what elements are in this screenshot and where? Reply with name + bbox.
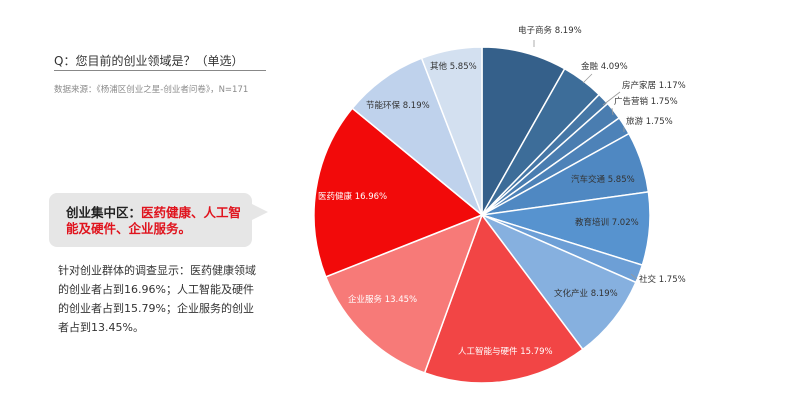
- title-divider: [54, 70, 266, 71]
- callout-prefix: 创业集中区：: [66, 205, 142, 220]
- slice-label-3: 广告营销 1.75%: [614, 96, 678, 107]
- slice-label-2: 房产家居 1.17%: [622, 80, 686, 91]
- slice-label-1: 金融 4.09%: [581, 61, 628, 72]
- callout-text: 创业集中区：医药健康、人工智能及硬件、企业服务。: [66, 205, 246, 237]
- slice-label-4: 旅游 1.75%: [626, 116, 673, 127]
- pie-slice-0: [481, 46, 566, 218]
- slice-label-7: 社交 1.75%: [639, 274, 686, 285]
- pie-slice-12: [351, 57, 484, 218]
- pie-slice-9: [423, 213, 584, 384]
- callout-box: 创业集中区：医药健康、人工智能及硬件、企业服务。: [49, 193, 268, 247]
- leader-line-2: [602, 91, 621, 106]
- pie-slice-11: [313, 107, 484, 278]
- slice-label-5: 汽车交通 5.85%: [571, 174, 635, 185]
- question-title: Q：您目前的创业领域是？（单选）: [54, 54, 244, 68]
- slice-label-13: 其他 5.85%: [430, 61, 477, 72]
- pie-slice-10: [324, 213, 484, 374]
- leader-line-7: [630, 273, 638, 280]
- leader-line-3: [611, 107, 614, 116]
- pie-slice-8: [479, 213, 637, 351]
- leader-line-1: [582, 73, 593, 84]
- description-text: 针对创业群体的调查显示：医药健康领域的创业者占到16.96%；人工智能及硬件的创…: [58, 264, 256, 334]
- callout-highlight: 医药健康、人工智能及硬件、企业服务。: [66, 205, 242, 236]
- slice-label-11: 医药健康 16.96%: [318, 191, 387, 202]
- pie-slice-13: [420, 46, 483, 216]
- slice-label-12: 节能环保 8.19%: [366, 100, 430, 111]
- slice-label-10: 企业服务 13.45%: [348, 294, 417, 305]
- slice-label-8: 文化产业 8.19%: [554, 288, 618, 299]
- slice-label-0: 电子商务 8.19%: [518, 25, 582, 36]
- slice-label-6: 教育培训 7.02%: [575, 217, 639, 228]
- data-source: 数据来源：《杨浦区创业之星-创业者问卷》，N=171: [54, 85, 249, 95]
- slice-label-9: 人工智能与硬件 15.79%: [458, 346, 553, 357]
